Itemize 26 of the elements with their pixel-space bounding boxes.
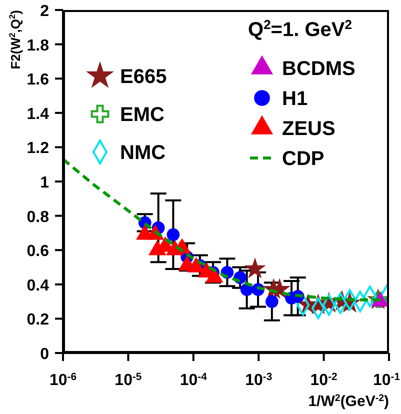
x-axis-title: 1/W$^{2}$(GeV$^{-2}$) — [308, 392, 389, 410]
y-tick-label: 0.4 — [26, 277, 50, 294]
annotation: Q$^{2}$=1. GeV$^{2}$ — [248, 16, 352, 41]
y-tick-label: 0.6 — [26, 243, 50, 260]
x-tick-label: 10$^{-6}$ — [49, 372, 77, 389]
x-tick-label: 10$^{-4}$ — [180, 372, 208, 389]
legend-label: CDP — [282, 148, 324, 170]
y-tick-label: 1.8 — [26, 37, 50, 54]
y-tick-label: 1.6 — [26, 72, 50, 89]
x-tick-label: 10$^{-5}$ — [114, 372, 142, 389]
legend-label: BCDMS — [282, 58, 356, 80]
y-tick-label: 0.2 — [26, 312, 50, 329]
legend-label: ZEUS — [282, 118, 336, 140]
x-tick-label: 10$^{-1}$ — [372, 372, 400, 389]
y-tick-label: 0.8 — [26, 208, 50, 226]
legend-label: E665 — [120, 66, 167, 88]
legend-label: H1 — [282, 88, 308, 110]
y-tick-label: 2 — [40, 3, 50, 20]
y-tick-label: 1 — [40, 174, 50, 192]
legend-label: NMC — [120, 142, 166, 164]
x-tick-label: 10$^{-2}$ — [310, 372, 338, 389]
legend-label: EMC — [120, 104, 164, 126]
y-tick-label: 0 — [40, 346, 50, 363]
y-tick-label: 1.2 — [26, 140, 50, 158]
y-tick-label: 1.4 — [26, 106, 50, 123]
x-tick-label: 10$^{-3}$ — [245, 372, 272, 389]
